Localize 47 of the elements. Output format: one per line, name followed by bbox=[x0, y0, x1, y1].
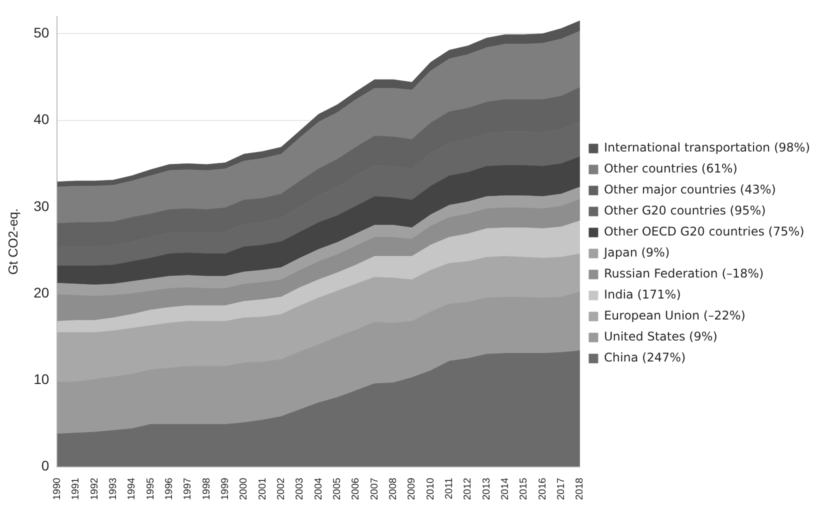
legend-label: International transportation (98%) bbox=[604, 140, 810, 155]
x-tick-label: 2005 bbox=[332, 477, 343, 500]
x-tick-label: 1998 bbox=[201, 477, 212, 500]
legend-label: Japan (9%) bbox=[602, 246, 670, 260]
legend-label: India (171%) bbox=[604, 288, 681, 302]
x-tick-label: 2010 bbox=[425, 477, 436, 500]
x-tick-label: 2003 bbox=[294, 477, 306, 500]
y-tick-label: 30 bbox=[34, 198, 50, 214]
x-tick-label: 1993 bbox=[108, 477, 119, 500]
x-tick-label: 1995 bbox=[145, 477, 156, 500]
legend-label: Other OECD G20 countries (75%) bbox=[604, 224, 804, 239]
x-tick-label: 1992 bbox=[89, 477, 100, 500]
x-tick-label: 1999 bbox=[220, 477, 231, 500]
x-tick-label: 2008 bbox=[388, 477, 399, 500]
y-tick-label: 40 bbox=[34, 111, 50, 128]
legend-label: United States (9%) bbox=[604, 330, 718, 344]
legend-label: Other major countries (43%) bbox=[604, 182, 776, 197]
x-tick-label: 2004 bbox=[313, 477, 324, 500]
x-tick-label: 2015 bbox=[518, 477, 530, 500]
y-tick-label: 20 bbox=[34, 284, 50, 300]
x-tick-label: 2017 bbox=[556, 477, 568, 500]
legend-label: China (247%) bbox=[604, 350, 686, 365]
x-tick-label: 2006 bbox=[350, 477, 362, 500]
x-tick-label: 1996 bbox=[164, 477, 175, 500]
legend-label: Other countries (61%) bbox=[604, 162, 738, 176]
legend-label: Other G20 countries (95%) bbox=[604, 204, 766, 218]
legend-label: European Union (–22%) bbox=[604, 308, 746, 323]
x-tick-label: 2012 bbox=[462, 477, 474, 500]
legend-label: Russian Federation (–18%) bbox=[604, 266, 764, 281]
x-tick-label: 2009 bbox=[406, 477, 418, 500]
x-tick-label: 2000 bbox=[238, 477, 250, 500]
y-axis-title: Gt CO2-eq. bbox=[5, 208, 20, 275]
x-tick-label: 2011 bbox=[444, 477, 456, 500]
y-tick-label: 50 bbox=[34, 24, 50, 41]
x-tick-label: 1994 bbox=[126, 477, 138, 500]
x-tick-label: 2016 bbox=[537, 477, 548, 500]
x-tick-label: 2007 bbox=[369, 477, 380, 500]
y-tick-label: 0 bbox=[41, 458, 50, 474]
y-tick-label: 10 bbox=[34, 371, 50, 388]
x-tick-label: 2018 bbox=[574, 477, 586, 500]
x-tick-label: 1990 bbox=[52, 477, 63, 500]
x-tick-label: 1991 bbox=[70, 477, 82, 500]
x-tick-label: 2013 bbox=[481, 477, 492, 500]
x-tick-label: 2002 bbox=[276, 477, 287, 500]
x-tick-label: 1997 bbox=[182, 477, 194, 500]
x-tick-label: 2001 bbox=[257, 477, 268, 500]
x-tick-label: 2014 bbox=[500, 477, 512, 500]
